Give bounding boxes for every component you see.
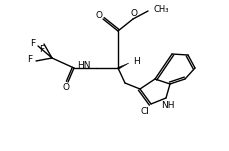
Text: CH₃: CH₃: [153, 5, 169, 13]
Text: Cl: Cl: [141, 106, 150, 116]
Text: F: F: [27, 56, 33, 64]
Polygon shape: [119, 63, 129, 69]
Text: H: H: [134, 58, 140, 66]
Text: F: F: [30, 40, 35, 48]
Text: O: O: [63, 82, 69, 92]
Text: HN: HN: [77, 61, 91, 71]
Text: F: F: [39, 45, 45, 53]
Text: NH: NH: [161, 101, 175, 109]
Text: O: O: [131, 10, 137, 19]
Text: O: O: [95, 11, 103, 19]
